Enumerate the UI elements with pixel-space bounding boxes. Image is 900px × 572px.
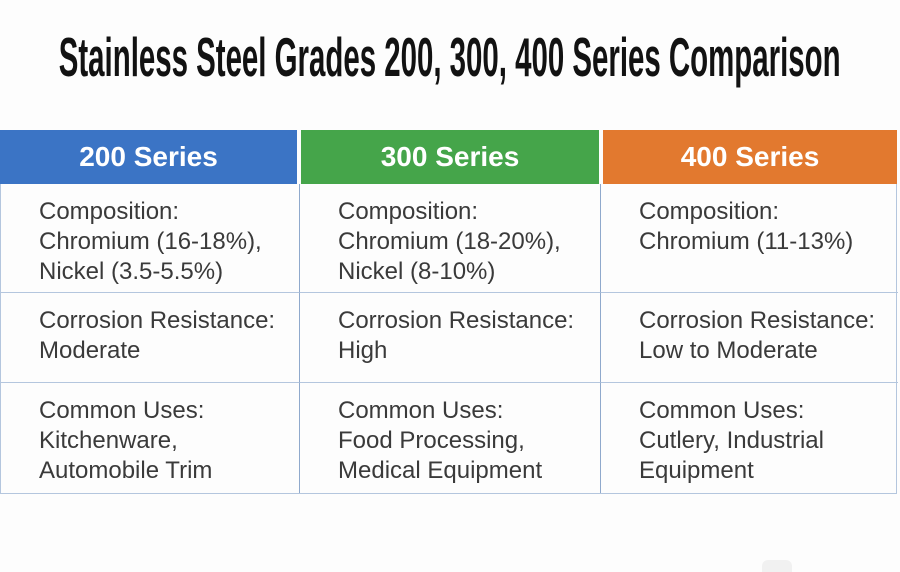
cell-composition-300-series: Composition: Chromium (18-20%), Nickel (… — [300, 184, 601, 293]
table-header-row: 200 Series 300 Series 400 Series — [0, 130, 897, 184]
page-title: Stainless Steel Grades 200, 300, 400 Ser… — [59, 26, 841, 88]
column-header-300-series: 300 Series — [301, 130, 599, 184]
cell-corrosion-resistance-200-series: Corrosion Resistance: Moderate — [1, 293, 300, 383]
comparison-table: 200 Series 300 Series 400 Series Composi… — [0, 130, 898, 494]
cell-common-uses-400-series: Common Uses: Cutlery, Industrial Equipme… — [639, 397, 824, 484]
comparison-infographic: Stainless Steel Grades 200, 300, 400 Ser… — [0, 27, 900, 572]
column-header-400-series: 400 Series — [603, 130, 897, 184]
cell-common-uses-300-series: Common Uses: Food Processing, Medical Eq… — [300, 383, 601, 493]
cell-common-uses-200-series: Common Uses: Kitchenware, Automobile Tri… — [1, 383, 300, 493]
cell-composition-200-series: Composition: Chromium (16-18%), Nickel (… — [1, 184, 300, 293]
column-header-200-series: 200 Series — [0, 130, 297, 184]
watermark-fragment — [762, 560, 792, 572]
title-wrap: Stainless Steel Grades 200, 300, 400 Ser… — [0, 27, 900, 88]
table-body: Composition: Chromium (16-18%), Nickel (… — [0, 184, 898, 494]
cell-corrosion-resistance-400-series: Corrosion Resistance: Low to Moderate — [601, 293, 898, 383]
cell-corrosion-resistance-300-series: Corrosion Resistance: High — [300, 293, 601, 383]
cell-composition-400-series: Composition: Chromium (11-13%) — [601, 184, 898, 293]
